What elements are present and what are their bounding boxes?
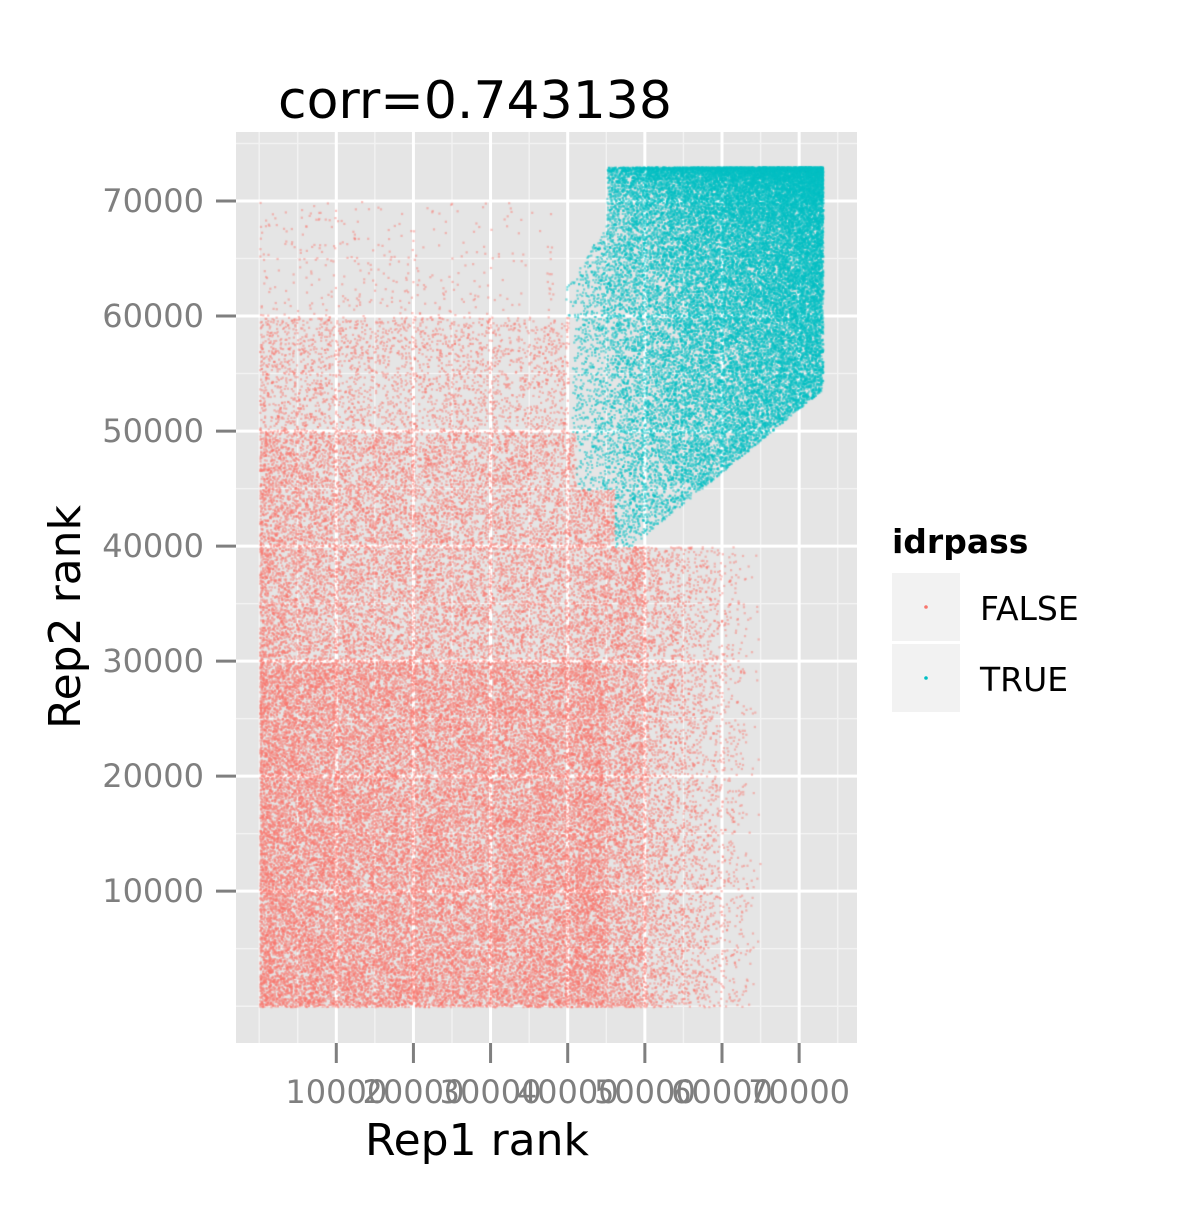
y-tick-label: 70000 <box>102 182 204 220</box>
legend-label-false: FALSE <box>980 589 1079 628</box>
y-tick-label: 10000 <box>102 872 204 910</box>
y-tick-label: 60000 <box>102 297 204 335</box>
legend: idrpass FALSE TRUE <box>892 522 1079 712</box>
x-tick-label: 30000 <box>440 1073 542 1111</box>
y-tick-label: 40000 <box>102 527 204 565</box>
x-axis-title: Rep1 rank <box>365 1115 590 1166</box>
x-tick-label: 60000 <box>671 1073 773 1111</box>
y-tick-label: 20000 <box>102 757 204 795</box>
legend-key-false-point <box>924 605 928 609</box>
scatter-points-layer <box>236 132 857 1043</box>
legend-label-true: TRUE <box>979 660 1068 699</box>
x-tick-label: 20000 <box>363 1073 465 1111</box>
y-tick-label: 50000 <box>102 412 204 450</box>
x-tick-label: 70000 <box>748 1073 850 1111</box>
x-tick-label: 50000 <box>594 1073 696 1111</box>
x-tick-label: 10000 <box>285 1073 387 1111</box>
x-tick-label: 40000 <box>517 1073 619 1111</box>
y-tick-label: 30000 <box>102 642 204 680</box>
legend-title: idrpass <box>892 522 1028 561</box>
legend-key-true-point <box>924 676 928 680</box>
y-axis: 10000 20000 30000 40000 50000 60000 70000 <box>102 182 236 910</box>
chart-title: corr=0.743138 <box>278 71 672 131</box>
y-axis-title: Rep2 rank <box>40 504 91 729</box>
